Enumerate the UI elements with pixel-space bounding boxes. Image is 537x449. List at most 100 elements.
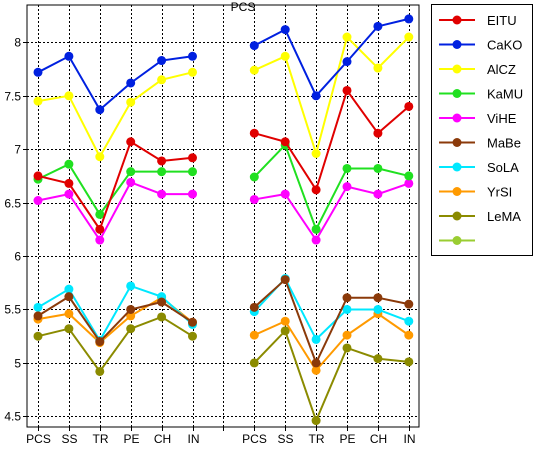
- data-point: [126, 324, 136, 334]
- legend: EITU CaKO AlCZ KaMU ViHE MaBe SoLA YrSI LeMA: [431, 4, 533, 256]
- legend-item: YrSI: [439, 185, 512, 200]
- data-point: [342, 343, 352, 353]
- legend-label: ViHE: [487, 111, 517, 126]
- series-line: [253, 35, 410, 158]
- legend-item: ViHE: [439, 111, 517, 126]
- series-line: [253, 17, 410, 98]
- series-lema: [33, 312, 414, 426]
- data-point: [311, 185, 321, 195]
- data-point: [249, 330, 259, 340]
- series-eitu: [33, 85, 414, 234]
- legend-label: LeMA: [487, 209, 521, 224]
- data-point: [249, 65, 259, 75]
- data-point: [95, 224, 105, 234]
- x-tick-label: PE: [123, 432, 139, 446]
- data-point: [311, 358, 321, 368]
- series-line: [254, 182, 410, 242]
- data-point: [249, 302, 259, 312]
- data-point: [249, 194, 259, 204]
- legend-marker: [452, 64, 462, 74]
- data-point: [280, 189, 290, 199]
- data-point: [126, 167, 136, 177]
- data-point: [280, 51, 290, 61]
- series-line: [37, 295, 194, 344]
- data-point: [188, 317, 197, 327]
- series-layer: [33, 14, 414, 426]
- data-point: [33, 171, 43, 181]
- data-point: [64, 159, 74, 169]
- legend-label: MaBe: [487, 136, 521, 151]
- data-point: [373, 163, 383, 173]
- data-point: [280, 326, 290, 336]
- data-point: [64, 292, 74, 302]
- data-point: [249, 358, 259, 368]
- series-line: [253, 312, 410, 373]
- legend-item: KaMU: [439, 87, 523, 102]
- legend-label: EITU: [487, 13, 517, 28]
- data-point: [188, 189, 197, 199]
- data-point: [126, 311, 136, 321]
- data-point: [342, 293, 352, 303]
- legend-marker: [452, 15, 462, 25]
- x-tick-label: IN: [404, 432, 416, 446]
- data-point: [157, 297, 167, 307]
- x-tick-label: CH: [370, 432, 387, 446]
- data-point: [373, 304, 383, 314]
- x-axis-ticks: PCS SS TR PE CH IN PCS SS TR PE CH IN: [26, 427, 416, 446]
- data-point: [188, 153, 197, 163]
- data-point: [64, 324, 74, 334]
- chart-title: PCS: [231, 0, 256, 14]
- data-point: [280, 25, 290, 35]
- data-point: [373, 21, 383, 31]
- data-point: [404, 299, 414, 309]
- data-point: [33, 67, 43, 77]
- data-point: [404, 171, 414, 181]
- data-point: [33, 96, 43, 106]
- data-point: [64, 178, 74, 188]
- legend-label: KaMU: [487, 87, 523, 102]
- data-point: [311, 91, 321, 101]
- data-point: [342, 57, 352, 67]
- series-line: [37, 315, 194, 374]
- y-tick-label: 5.5: [4, 303, 21, 317]
- data-point: [280, 275, 290, 285]
- data-point: [404, 32, 414, 42]
- y-tick-label: 7: [14, 143, 21, 157]
- legend-label: CaKO: [487, 38, 522, 53]
- data-point: [157, 156, 167, 166]
- legend-marker: [452, 236, 462, 245]
- data-point: [126, 177, 136, 187]
- series-line: [37, 181, 193, 242]
- data-point: [33, 311, 43, 321]
- y-tick-label: 4.5: [4, 410, 21, 424]
- legend-marker: [452, 138, 462, 147]
- data-point: [311, 149, 321, 159]
- data-point: [95, 152, 105, 162]
- legend-label: AlCZ: [487, 62, 516, 77]
- data-point: [404, 101, 414, 111]
- x-tick-label: TR: [309, 432, 325, 446]
- data-point: [373, 128, 383, 138]
- data-point: [95, 337, 105, 347]
- data-point: [157, 56, 167, 66]
- data-point: [342, 330, 352, 340]
- series-line: [37, 71, 193, 159]
- data-point: [157, 312, 167, 322]
- legend-marker: [452, 89, 462, 98]
- x-tick-label: CH: [154, 432, 171, 446]
- data-point: [64, 91, 74, 101]
- legend-item: CaKO: [439, 38, 522, 53]
- data-point: [373, 293, 383, 303]
- data-point: [95, 105, 105, 115]
- legend-label: YrSI: [487, 185, 512, 200]
- data-point: [404, 178, 414, 188]
- data-point: [311, 235, 321, 245]
- data-point: [249, 172, 259, 182]
- plot-frame: [26, 4, 420, 428]
- series-line: [37, 284, 194, 343]
- data-point: [126, 137, 136, 147]
- series-mabe: [33, 275, 414, 368]
- data-point: [373, 189, 383, 199]
- data-point: [342, 32, 352, 42]
- legend-item: LeMA: [439, 209, 521, 224]
